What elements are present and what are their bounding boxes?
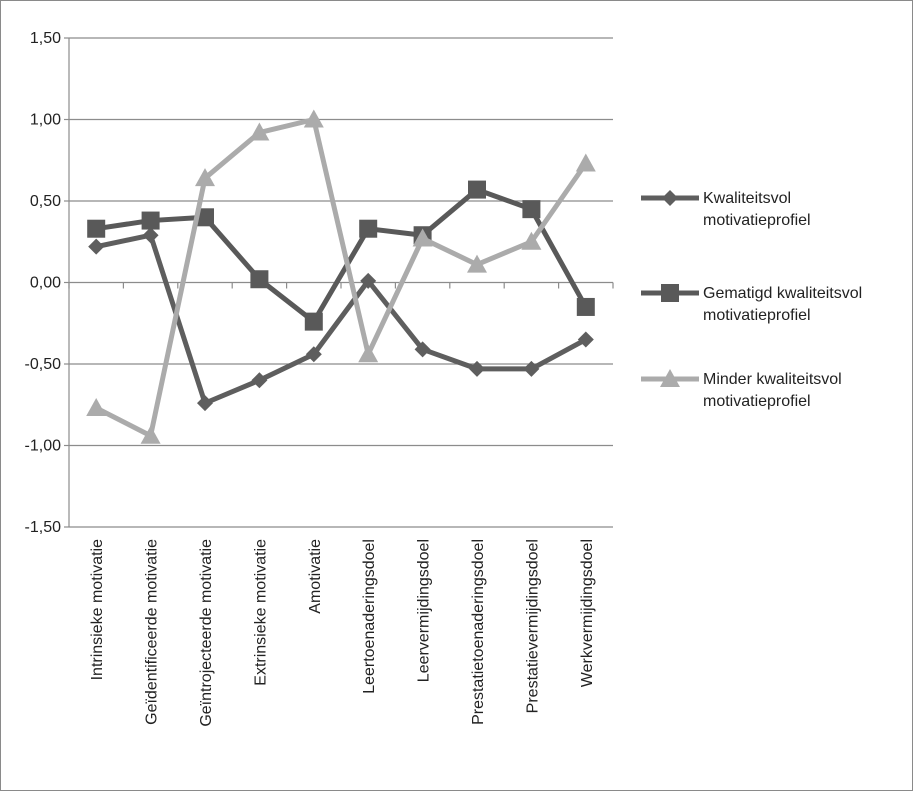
x-tick-label: Leervermijdingsdoel	[416, 539, 433, 682]
x-tick-label: Geïdentificeerde motivatie	[144, 539, 161, 725]
series-1-point	[251, 372, 268, 389]
y-tick-label: -1,00	[25, 438, 62, 455]
series-3-point	[86, 398, 107, 417]
series-2-point	[87, 219, 106, 238]
y-tick-label: -0,50	[25, 356, 62, 373]
y-tick-label: 1,00	[30, 112, 61, 129]
series-3-point	[521, 231, 542, 250]
series-line-3	[93, 117, 589, 439]
series-1-point	[360, 272, 377, 289]
series-3-point	[140, 425, 161, 444]
series-3-point	[303, 109, 324, 128]
series-2-point	[576, 297, 595, 316]
legend-label-1: motivatieprofiel	[703, 212, 811, 229]
series-1-point	[577, 331, 594, 348]
series-1-point	[197, 395, 213, 412]
series-2-point	[359, 219, 378, 238]
series-line-2	[93, 187, 589, 325]
legend-marker-2	[661, 284, 679, 302]
series-3-point	[358, 344, 379, 363]
x-tick-label: Prestatietoenaderingsdoel	[470, 539, 487, 725]
y-tick-label: 1,50	[30, 30, 61, 47]
series-2-point	[522, 200, 541, 219]
series-1-point	[142, 227, 159, 244]
y-tick-label: 0,50	[30, 193, 61, 210]
series-2-point	[196, 208, 214, 227]
x-tick-label: Geïntrojecteerde motivatie	[198, 539, 215, 727]
series-1-point	[305, 346, 322, 363]
legend-label-1: Kwaliteitsvol	[703, 190, 791, 207]
series-3-point	[412, 228, 433, 247]
series-1-point	[88, 238, 105, 255]
legend-marker-3	[660, 369, 680, 387]
legend-label-2: motivatieprofiel	[703, 307, 811, 324]
series-3-point	[467, 254, 487, 273]
x-tick-label: Prestatievermijdingsdoel	[524, 539, 541, 713]
x-tick-label: Extrinsieke motivatie	[252, 539, 269, 686]
series-2-point	[468, 180, 486, 199]
series-2-point	[250, 270, 269, 289]
series-3-point	[195, 168, 215, 187]
series-2-point	[304, 312, 323, 331]
x-tick-label: Intrinsieke motivatie	[89, 539, 106, 680]
legend-label-3: Minder kwaliteitsvol	[703, 371, 842, 388]
legend-label-2: Gematigd kwaliteitsvol	[703, 285, 862, 302]
legend-marker-1	[662, 190, 678, 206]
x-tick-label: Leertoenaderingsdoel	[361, 539, 378, 694]
series-line-1	[93, 232, 589, 406]
series-3-point	[575, 153, 596, 172]
y-tick-label: 0,00	[30, 275, 61, 292]
legend-label-3: motivatieprofiel	[703, 393, 811, 410]
series-1-point	[523, 360, 540, 377]
x-tick-label: Amotivatie	[307, 539, 324, 614]
x-tick-label: Werkvermijdingsdoel	[579, 539, 596, 687]
y-tick-label: -1,50	[25, 519, 62, 536]
series-3-point	[249, 122, 270, 141]
series-1-point	[469, 360, 485, 377]
series-2-point	[141, 211, 160, 230]
series-1-point	[414, 341, 431, 358]
